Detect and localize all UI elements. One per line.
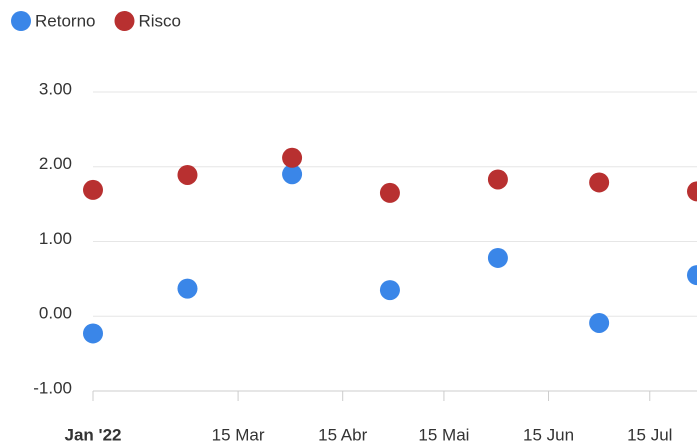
point (379, 182, 400, 203)
legend-marker (114, 11, 135, 31)
x-tick-label: 15 Abr (318, 425, 367, 444)
x-tick-label: 15 Jun (523, 425, 574, 444)
point (379, 280, 400, 301)
x-tick-label: Jan '22 (65, 425, 122, 444)
point (687, 265, 697, 286)
y-tick-label: 1.00 (39, 229, 72, 248)
point (687, 181, 697, 202)
point (282, 147, 303, 168)
point (177, 164, 198, 185)
series (83, 164, 697, 344)
x-tick-label: 15 Mai (418, 425, 469, 444)
y-tick-label: 3.00 (39, 79, 72, 98)
legend-label: Risco (138, 11, 181, 30)
y-tick-label: 0.00 (39, 304, 72, 323)
legend-marker (11, 11, 31, 31)
point (83, 323, 103, 344)
point (83, 179, 103, 200)
y-tick-label: -1.00 (33, 378, 72, 397)
y-tick-label: 2.00 (39, 154, 72, 173)
point (487, 169, 508, 190)
point (282, 164, 303, 185)
x-tick-label: 15 Mar (212, 425, 265, 444)
point (589, 172, 610, 193)
point (589, 312, 610, 333)
legend-label: Retorno (35, 11, 95, 30)
point (487, 247, 508, 268)
point (177, 278, 198, 299)
series (83, 147, 697, 203)
x-tick-label: 15 Jul (627, 425, 672, 444)
